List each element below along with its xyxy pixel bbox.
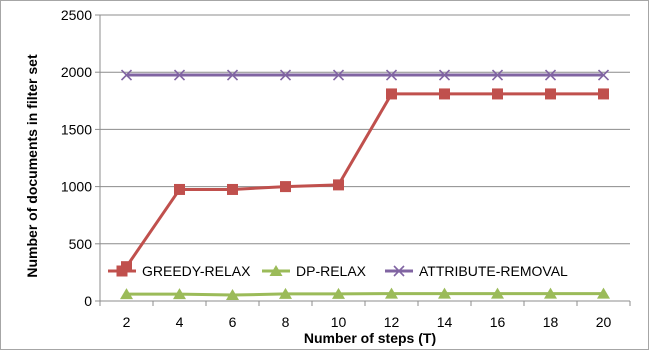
legend-swatch-marker [269, 265, 283, 276]
data-point-dp-relax [332, 287, 345, 299]
data-point-attribute-removal [332, 69, 345, 81]
data-point-attribute-removal [438, 69, 451, 81]
series-greedy-relax [121, 88, 609, 273]
x-tick-label: 20 [596, 314, 612, 330]
data-point-dp-relax [597, 287, 610, 299]
data-point-attribute-removal [544, 69, 557, 81]
data-point-dp-relax [544, 287, 557, 299]
data-point-greedy-relax [280, 181, 291, 193]
data-point-dp-relax [226, 289, 239, 301]
data-point-attribute-removal [120, 69, 133, 81]
series-line-greedy-relax [125, 92, 604, 268]
data-point-greedy-relax [598, 88, 609, 100]
data-point-greedy-relax [492, 88, 503, 100]
x-tick-label: 6 [229, 314, 237, 330]
legend-swatch-marker [393, 265, 405, 277]
data-point-dp-relax [120, 288, 133, 300]
data-point-attribute-removal [491, 69, 504, 81]
x-tick-label: 2 [123, 314, 131, 330]
y-axis-title: Number of documents in filter set [24, 54, 40, 278]
data-point-dp-relax [491, 287, 504, 299]
y-tick-label: 1500 [61, 121, 92, 137]
x-tick-label: 4 [176, 314, 184, 330]
legend-swatch-marker [116, 265, 128, 277]
data-point-greedy-relax [439, 88, 450, 100]
legend-label: ATTRIBUTE-REMOVAL [419, 263, 568, 279]
y-tick-label: 1000 [61, 179, 92, 195]
gridlines [100, 14, 630, 245]
series-attribute-removal [120, 69, 610, 81]
legend-label: DP-RELAX [296, 263, 367, 279]
legend: GREEDY-RELAX DP-RELAX ATTRIBUTE-REMOVAL [108, 263, 568, 279]
data-point-greedy-relax [174, 183, 185, 195]
legend-item-dp-relax: DP-RELAX [262, 263, 367, 279]
data-point-greedy-relax [545, 88, 556, 100]
series-dp-relax [120, 287, 610, 301]
legend-label: GREEDY-RELAX [142, 263, 251, 279]
data-point-dp-relax [279, 287, 292, 299]
x-tick-label: 12 [384, 314, 400, 330]
x-tick-label: 10 [331, 314, 347, 330]
x-tick-labels: 2 4 6 8 10 12 14 16 18 20 [123, 314, 612, 330]
y-tick-labels: 0 500 1000 1500 2000 2500 [61, 7, 92, 309]
data-point-greedy-relax [386, 88, 397, 100]
data-point-greedy-relax [333, 179, 344, 191]
axes [95, 14, 631, 306]
series-group [120, 69, 610, 301]
x-tick-label: 16 [490, 314, 506, 330]
y-tick-label: 500 [69, 236, 93, 252]
x-axis-title: Number of steps (T) [304, 330, 436, 346]
series-line-dp-relax [126, 292, 604, 297]
x-tick-label: 8 [282, 314, 290, 330]
legend-item-attribute-removal: ATTRIBUTE-REMOVAL [385, 263, 568, 279]
data-point-dp-relax [438, 287, 451, 299]
x-tick-label: 14 [437, 314, 453, 330]
y-tick-label: 2500 [61, 7, 92, 23]
data-point-attribute-removal [385, 69, 398, 81]
data-point-greedy-relax [227, 183, 238, 195]
data-point-dp-relax [173, 288, 186, 300]
data-point-attribute-removal [173, 69, 186, 81]
y-tick-label: 2000 [61, 64, 92, 80]
data-point-dp-relax [385, 287, 398, 299]
x-tick-label: 18 [543, 314, 559, 330]
y-tick-label: 0 [84, 293, 92, 309]
data-point-attribute-removal [226, 69, 239, 81]
legend-item-greedy-relax: GREEDY-RELAX [108, 263, 251, 279]
data-point-attribute-removal [279, 69, 292, 81]
data-point-attribute-removal [597, 69, 610, 81]
